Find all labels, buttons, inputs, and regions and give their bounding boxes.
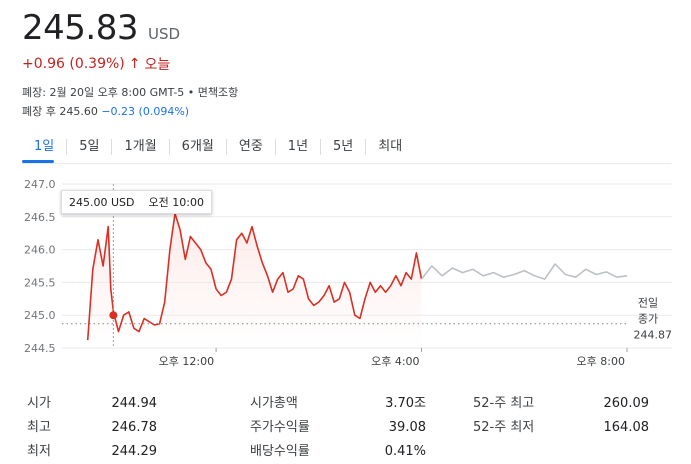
after-hours-price: 폐장 후 245.60: [22, 105, 98, 118]
stat-low: 최저 244.29: [27, 440, 157, 464]
tab-5y[interactable]: 5년: [333, 139, 354, 154]
stat-pe-ratio: 주가수익률 39.08: [250, 416, 426, 440]
tab-6m[interactable]: 6개월: [181, 139, 214, 154]
series-line-after-hours: [420, 263, 628, 280]
stat-label: 52-주 최저: [473, 420, 535, 435]
tab-1m[interactable]: 1개월: [124, 139, 157, 154]
previous-close-label: 전일: [638, 296, 658, 310]
tab-divider: [274, 139, 276, 155]
stat-value: 0.41%: [384, 444, 426, 459]
quote-header: 245.83 USD: [22, 8, 180, 48]
stats-column-2: 시가총액 3.70조 주가수익률 39.08 배당수익률 0.41%: [250, 392, 426, 464]
stat-value: 260.09: [603, 396, 650, 411]
stat-label: 최고: [27, 420, 51, 435]
current-price: 245.83: [22, 8, 138, 48]
stat-value: 39.08: [388, 420, 426, 435]
tab-divider: [168, 139, 170, 155]
tooltip-price: 245.00 USD: [69, 196, 135, 209]
previous-close-value: 244.87: [634, 329, 673, 342]
stats-column-1: 시가 244.94 최고 246.78 최저 244.29: [27, 392, 157, 464]
hover-marker: [109, 311, 118, 320]
stat-value: 246.78: [111, 420, 158, 435]
currency-label: USD: [147, 25, 181, 43]
previous-close-label: 종가: [638, 313, 658, 326]
stat-label: 최저: [27, 444, 51, 459]
stat-dividend-yield: 배당수익률 0.41%: [250, 440, 426, 464]
change-period: 오늘: [144, 57, 171, 73]
after-hours-info: 폐장 후 245.60 −0.23 (0.094%): [22, 103, 189, 119]
stat-52w-high: 52-주 최고 260.09: [473, 392, 649, 416]
stat-label: 배당수익률: [250, 444, 310, 459]
price-chart[interactable]: 247.0 246.5 246.0 245.5 245.0 244.5 오후 12:00 오후…: [0, 168, 691, 380]
stat-52w-low: 52-주 최저 164.08: [473, 416, 649, 440]
tab-divider: [111, 139, 113, 155]
range-tabs: 1일 5일 1개월 6개월 연중 1년 5년 최대: [22, 136, 414, 158]
y-tick-label: 247.0: [24, 178, 56, 191]
stat-label: 주가수익률: [250, 420, 310, 435]
close-info: 폐장: 2월 20일 오후 8:00 GMT-5 • 면책조항: [22, 86, 239, 99]
x-tick-label: 오후 8:00: [577, 355, 625, 368]
after-hours-change: −0.23 (0.094%): [101, 105, 190, 118]
stat-label: 시가총액: [250, 396, 298, 411]
stat-open: 시가 244.94: [27, 392, 157, 416]
price-change: +0.96 (0.39%) ↑ 오늘: [22, 54, 170, 74]
area-fill: [87, 213, 422, 348]
tooltip-time: 오전 10:00: [148, 196, 204, 209]
y-tick-label: 245.0: [24, 309, 56, 322]
stat-label: 시가: [27, 396, 51, 411]
active-tab-indicator: [22, 160, 54, 163]
tab-max[interactable]: 최대: [378, 139, 403, 154]
tabs-divider: [22, 163, 671, 164]
tab-5d[interactable]: 5일: [79, 139, 100, 154]
y-tick-label: 245.5: [24, 276, 56, 289]
stat-value: 164.08: [603, 420, 650, 435]
tab-divider: [225, 139, 227, 155]
tab-1d[interactable]: 1일: [34, 139, 55, 154]
stats-column-3: 52-주 최고 260.09 52-주 최저 164.08: [473, 392, 649, 440]
tab-divider: [320, 139, 322, 155]
stat-label: 52-주 최고: [473, 396, 535, 411]
arrow-up-icon: ↑: [128, 56, 141, 72]
change-value: +0.96 (0.39%): [22, 56, 125, 72]
tab-divider: [365, 139, 367, 155]
stat-value: 244.29: [111, 444, 158, 459]
x-tick-label: 오후 12:00: [159, 355, 214, 368]
stat-value: 244.94: [111, 396, 158, 411]
stat-market-cap: 시가총액 3.70조: [250, 392, 426, 416]
chart-tooltip: 245.00 USD 오전 10:00: [61, 190, 212, 214]
y-tick-label: 246.0: [24, 244, 56, 257]
series-line-regular: [86, 212, 423, 341]
x-tick-label: 오후 4:00: [371, 355, 419, 368]
stat-value: 3.70조: [385, 396, 426, 411]
y-tick-label: 246.5: [24, 211, 56, 224]
stat-high: 최고 246.78: [27, 416, 157, 440]
tab-ytd[interactable]: 연중: [238, 139, 263, 154]
tab-divider: [66, 139, 68, 155]
y-tick-label: 244.5: [24, 342, 56, 355]
tab-1y[interactable]: 1년: [287, 139, 309, 154]
